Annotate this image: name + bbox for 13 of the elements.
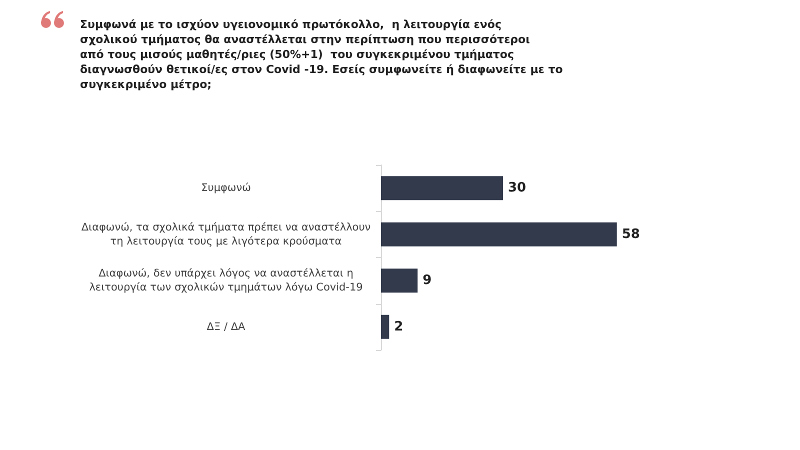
data-label: 9 — [422, 273, 432, 288]
data-label: 2 — [394, 319, 404, 334]
y-tick-label: Συμφωνώ — [201, 182, 252, 194]
data-label: 30 — [508, 180, 526, 196]
bar — [381, 314, 390, 339]
bar — [381, 176, 503, 200]
bar — [381, 268, 418, 293]
y-tick-label: Διαφωνώ, δεν υπάρχει λόγος να αναστέλλεται η λειτουργία των σχολικών τμημάτων λόγω Covid-19 — [89, 268, 363, 294]
data-label: 58 — [622, 226, 640, 242]
y-tick-label: ΔΞ / ΔΑ — [206, 320, 246, 333]
chart-title: Συμφωνά με το ισχύον υγειονομικό πρωτόκολλο, η λειτουργία ενός σχολικού τμήματος θα αναστέλλεται στην περίπτωση που περισσότεροι από τους μισούς μαθητές/ριες (50%+1) του συγκεκριμένου τμήματος διαγνωσθούν θετικοί/ες στον Covid -19. Εσείς συμφωνείτε ή διαφωνείτε με το συγκεκριμένο μέτρο; — [80, 18, 567, 91]
bar — [381, 222, 617, 246]
y-tick-label: Διαφωνώ, τα σχολικά τμήματα πρέπει να αναστέλλουν τη λειτουργία τους με λιγότερα κρούσματα — [81, 221, 371, 248]
